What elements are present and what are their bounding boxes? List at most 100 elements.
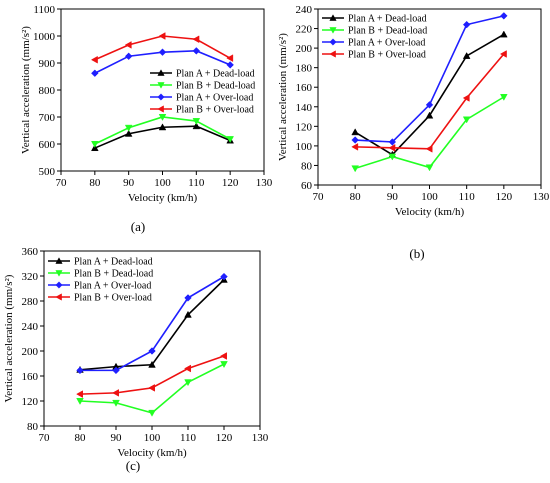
x-tick-label: 130 [533, 191, 550, 203]
y-tick-label: 700 [39, 112, 56, 124]
y-axis-label: Vertical acceleration (mm/s²) [3, 274, 15, 402]
data-point [158, 114, 167, 121]
x-tick-label: 80 [75, 432, 87, 444]
x-tick-label: 80 [89, 177, 101, 189]
x-tick-label: 90 [123, 177, 135, 189]
legend-entry: Plan B + Dead-load [176, 81, 255, 92]
y-tick-label: 240 [296, 4, 313, 16]
y-tick-label: 320 [22, 271, 39, 283]
legend-marker [157, 93, 165, 101]
data-point [124, 129, 133, 137]
y-tick-label: 180 [296, 63, 313, 75]
y-tick-label: 240 [22, 321, 39, 333]
panel-label: (b) [409, 246, 424, 261]
legend-marker [55, 281, 63, 289]
data-point [91, 141, 99, 148]
legend-marker [55, 257, 63, 264]
data-point [148, 409, 156, 417]
legend-entry: Plan B + Over-load [74, 293, 152, 304]
data-point [425, 164, 434, 172]
legend-entry: Plan A + Dead-load [348, 14, 427, 25]
data-point [220, 352, 227, 360]
data-point [184, 379, 192, 387]
data-point [124, 41, 132, 49]
legend-marker [157, 105, 164, 113]
y-tick-label: 120 [22, 396, 39, 408]
panel-label: (c) [126, 458, 140, 473]
y-tick-label: 100 [296, 141, 313, 153]
data-point [462, 20, 471, 29]
x-tick-label: 100 [421, 191, 438, 203]
y-tick-label: 120 [296, 121, 313, 133]
data-point [351, 143, 359, 151]
data-point [500, 30, 508, 38]
legend-entry: Plan B + Over-load [176, 105, 254, 116]
data-point [91, 69, 99, 78]
x-axis-label: Velocity (km/h) [395, 206, 465, 218]
y-axis-label: Vertical acceleration (mm/s²) [277, 33, 289, 161]
data-point [226, 54, 234, 62]
y-tick-label: 280 [22, 296, 39, 308]
chart-a: 70 80 90 100 110 120 130 500 600 700 800 900 1000 110… [20, 4, 273, 234]
data-point [158, 123, 167, 131]
y-tick-label: 140 [296, 102, 313, 114]
legend-marker [329, 50, 336, 58]
data-point [220, 272, 228, 281]
data-point [351, 136, 359, 144]
data-point [158, 32, 166, 40]
chart-c: 70 80 90 100 110 120 1308012016020024028032036… [3, 246, 269, 473]
x-tick-label: 100 [154, 177, 171, 189]
legend-entry: Plan A + Dead-load [74, 257, 153, 268]
data-point [351, 165, 359, 173]
y-tick-label: 360 [22, 246, 39, 258]
x-axis-label: Velocity (km/h) [128, 192, 198, 204]
data-point [425, 144, 433, 153]
data-point [462, 52, 471, 59]
data-point [124, 124, 133, 132]
data-point [192, 122, 201, 130]
data-point [192, 118, 201, 125]
chart-b: 70 80 90 100 110 120 130 60 80 100 120 140 160 180 200… [277, 4, 550, 261]
data-point [226, 136, 234, 144]
data-point [388, 138, 397, 146]
y-tick-label: 1000 [33, 31, 56, 43]
data-point [112, 399, 120, 407]
x-tick-label: 70 [56, 177, 68, 189]
legend-entry: Plan B + Dead-load [74, 269, 153, 280]
legend-entry: Plan A + Over-load [74, 281, 151, 292]
data-point [148, 347, 156, 355]
x-tick-label: 130 [252, 432, 269, 444]
x-tick-label: 70 [313, 191, 325, 203]
x-axis-label: Velocity (km/h) [117, 447, 187, 459]
legend-entry: Plan B + Dead-load [348, 26, 427, 37]
y-tick-label: 200 [22, 346, 39, 358]
y-tick-label: 900 [39, 58, 56, 70]
data-point [388, 153, 397, 161]
data-point [462, 94, 470, 102]
y-axis-label: Vertical acceleration (mm/s²) [20, 26, 32, 154]
data-point [112, 366, 120, 375]
data-point [425, 101, 434, 109]
x-tick-label: 120 [496, 191, 513, 203]
x-tick-label: 110 [188, 177, 205, 189]
x-tick-label: 110 [459, 191, 476, 203]
y-tick-label: 500 [39, 166, 56, 178]
legend-marker [55, 293, 62, 301]
x-tick-label: 120 [222, 177, 239, 189]
legend-marker [157, 82, 165, 89]
data-point [158, 48, 167, 56]
legend-entry: Plan A + Dead-load [176, 69, 255, 80]
y-tick-label: 220 [296, 24, 313, 36]
data-point [192, 47, 201, 55]
data-point [76, 390, 83, 398]
y-tick-label: 600 [39, 139, 56, 151]
y-tick-label: 80 [301, 160, 313, 172]
panel-label: (a) [131, 219, 145, 234]
x-tick-label: 100 [144, 432, 161, 444]
x-tick-label: 130 [256, 177, 273, 189]
data-point [226, 61, 234, 69]
x-tick-label: 90 [387, 191, 399, 203]
data-point [112, 389, 119, 397]
